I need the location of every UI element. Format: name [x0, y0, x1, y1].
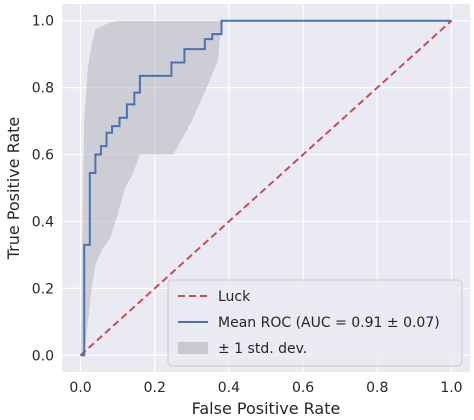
- legend-label-luck: Luck: [218, 289, 251, 305]
- mean-roc-line: [80, 19, 452, 357]
- y-tick-label-1: 0.2: [32, 281, 54, 297]
- x-axis-label: False Positive Rate: [192, 399, 341, 418]
- x-tick-label-3: 0.6: [292, 380, 314, 396]
- x-tick-label-2: 0.4: [218, 380, 240, 396]
- y-tick-label-5: 1.0: [32, 14, 54, 30]
- x-tick-label-1: 0.2: [144, 380, 166, 396]
- y-tick-label-3: 0.6: [32, 148, 54, 164]
- y-tick-label-4: 0.8: [32, 81, 54, 97]
- legend: Luck Mean ROC (AUC = 0.91 ± 0.07) ± 1 st…: [167, 279, 463, 367]
- x-tick-label-4: 0.8: [366, 380, 388, 396]
- legend-label-std-band: ± 1 std. dev.: [218, 341, 307, 357]
- legend-box: [167, 279, 463, 367]
- y-tick-label-2: 0.4: [32, 214, 54, 230]
- x-tick-label-0: 0.0: [69, 380, 91, 396]
- std-band-layer: [80, 20, 452, 356]
- series-layer: [79, 19, 453, 357]
- y-axis-label: True Positive Rate: [4, 117, 23, 261]
- y-tick-label-0: 0.0: [32, 348, 54, 364]
- grid: [62, 4, 470, 372]
- std-dev-band: [80, 20, 452, 356]
- x-tick-label-5: 1.0: [440, 380, 462, 396]
- legend-label-mean-roc: Mean ROC (AUC = 0.91 ± 0.07): [218, 315, 440, 331]
- legend-swatch-std-band: [178, 342, 208, 354]
- tick-labels: 0.0 0.2 0.4 0.6 0.8 1.0 0.0 0.2 0.4 0.6 0.8 1.0: [32, 14, 463, 396]
- luck-line: [79, 19, 453, 357]
